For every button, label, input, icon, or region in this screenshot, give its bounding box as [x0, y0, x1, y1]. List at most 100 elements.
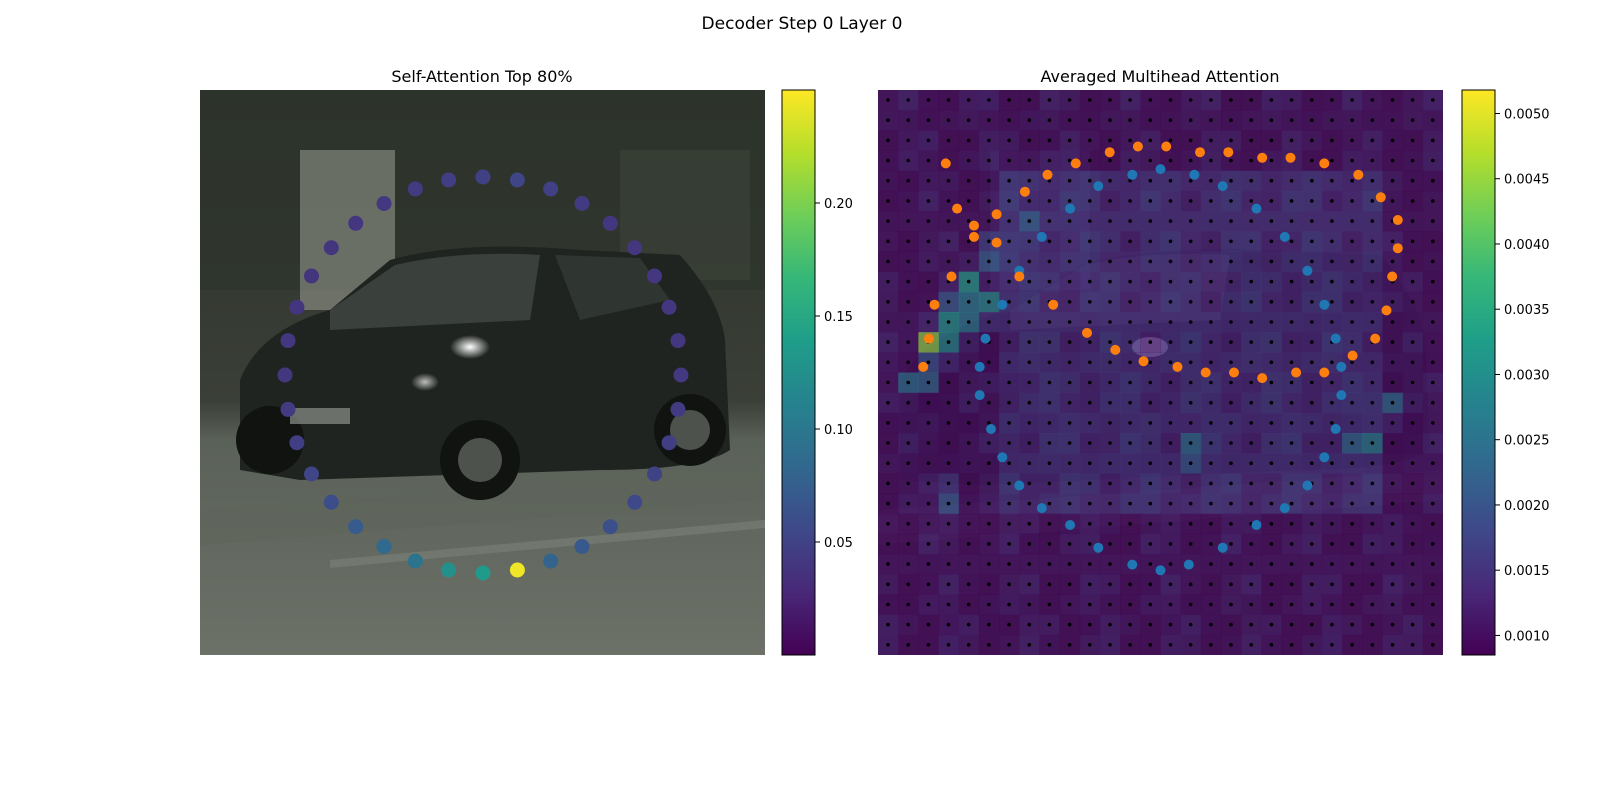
grid-dot [1310, 380, 1314, 385]
grid-dot [1088, 542, 1092, 546]
grid-dot [1007, 158, 1011, 163]
grid-dot [1229, 622, 1233, 627]
grid-dot [946, 622, 951, 627]
right-colorbar-tick-label: 0.0010 [1504, 629, 1550, 644]
grid-dot [1128, 622, 1132, 627]
grid-dot [1088, 380, 1092, 385]
right-colorbar-tick-label: 0.0050 [1504, 107, 1550, 122]
right-colorbar-tick-label: 0.0030 [1504, 368, 1550, 383]
grid-dot [926, 279, 931, 284]
grid-dot [1047, 178, 1052, 183]
grid-dot [1007, 340, 1011, 344]
grid-dot [1168, 118, 1173, 122]
grid-dot [1007, 542, 1011, 546]
grid-dot [1128, 138, 1132, 143]
grid-dot [966, 421, 971, 425]
orange-point [1381, 305, 1392, 316]
grid-dot [1370, 602, 1375, 607]
blue-point [1336, 390, 1347, 401]
attention-point [509, 172, 525, 188]
grid-dot [1310, 259, 1314, 264]
grid-dot [926, 320, 931, 324]
grid-dot [1088, 562, 1092, 566]
grid-dot [1067, 98, 1072, 102]
orange-point [1257, 373, 1268, 384]
grid-dot [1249, 320, 1253, 324]
grid-dot [1027, 360, 1032, 365]
grid-dot [1350, 522, 1354, 526]
attention-point [509, 562, 525, 578]
grid-dot [1310, 400, 1314, 405]
grid-dot [886, 501, 890, 506]
grid-dot [1108, 380, 1112, 385]
grid-dot [1047, 279, 1052, 284]
grid-dot [987, 522, 991, 526]
grid-dot [1370, 219, 1375, 223]
attention-point [602, 519, 618, 535]
grid-dot [1431, 300, 1435, 304]
grid-dot [1007, 400, 1011, 405]
grid-dot [1310, 340, 1314, 344]
grid-dot [1188, 360, 1193, 365]
grid-dot [1289, 602, 1294, 607]
grid-dot [1390, 199, 1395, 203]
grid-dot [1067, 178, 1072, 183]
orange-point [1019, 186, 1030, 197]
grid-dot [1088, 441, 1092, 445]
attention-point [627, 494, 643, 510]
grid-dot [1209, 400, 1213, 405]
grid-dot [1350, 320, 1354, 324]
orange-point [1132, 141, 1143, 152]
grid-dot [1209, 219, 1213, 223]
grid-dot [1168, 481, 1173, 486]
grid-dot [926, 178, 931, 183]
blue-point [1217, 542, 1228, 553]
attention-point [661, 435, 677, 451]
grid-dot [886, 582, 890, 587]
grid-dot [1370, 400, 1375, 405]
grid-dot [1047, 501, 1052, 506]
attention-point [602, 215, 618, 231]
grid-dot [1148, 158, 1153, 163]
grid-dot [1370, 199, 1375, 203]
grid-dot [1410, 582, 1415, 587]
grid-dot [1431, 441, 1435, 445]
grid-dot [946, 582, 951, 587]
grid-dot [886, 643, 890, 647]
grid-dot [1289, 300, 1294, 304]
grid-dot [966, 320, 971, 324]
grid-dot [1108, 461, 1112, 466]
left-attention-points [277, 169, 689, 581]
attention-point [475, 169, 491, 185]
grid-dot [1188, 300, 1193, 304]
grid-dot [1067, 340, 1072, 344]
grid-dot [886, 300, 890, 304]
grid-dot [1269, 481, 1274, 486]
grid-dot [1128, 582, 1132, 587]
grid-dot [1390, 481, 1395, 486]
grid-dot [1088, 279, 1092, 284]
grid-dot [1088, 239, 1092, 244]
grid-dot [946, 602, 951, 607]
grid-dot [906, 98, 910, 102]
grid-dot [1188, 400, 1193, 405]
grid-dot [987, 259, 991, 264]
grid-dot [1350, 178, 1354, 183]
grid-dot [1108, 138, 1112, 143]
grid-dot [1209, 340, 1213, 344]
grid-dot [1350, 461, 1354, 466]
grid-dot [1007, 279, 1011, 284]
grid-dot [1310, 178, 1314, 183]
grid-dot [1229, 542, 1233, 546]
grid-dot [1188, 602, 1193, 607]
grid-dot [1431, 158, 1435, 163]
grid-dot [1067, 219, 1072, 223]
grid-dot [946, 562, 951, 566]
grid-dot [1249, 219, 1253, 223]
grid-dot [1007, 118, 1011, 122]
grid-dot [946, 643, 951, 647]
grid-dot [906, 138, 910, 143]
blue-point [1014, 480, 1025, 491]
grid-dot [926, 158, 931, 163]
grid-dot [1148, 542, 1153, 546]
